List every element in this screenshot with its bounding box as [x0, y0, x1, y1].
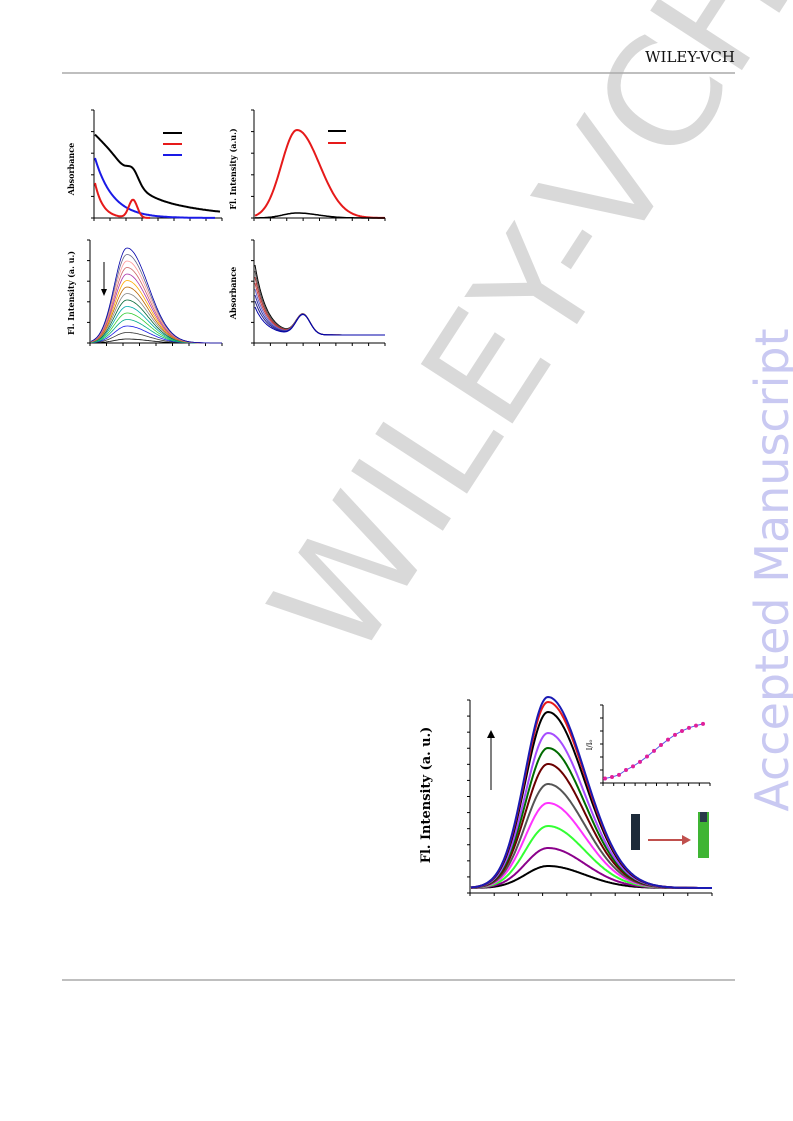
inset-point	[673, 732, 677, 737]
inset-point	[645, 754, 649, 759]
y-label: Fl. Intensity (a. u.)	[66, 251, 76, 335]
figure-1: Absorbance Fl. Intensity (a.u.) Fl. Inte…	[66, 128, 238, 335]
curve	[90, 247, 222, 344]
inset-y-label: I/I₀	[586, 739, 594, 750]
inset-point	[603, 776, 607, 781]
inset-point	[694, 723, 698, 728]
inset-point	[610, 774, 614, 779]
arrow-head	[682, 835, 691, 845]
inset-point	[638, 759, 642, 764]
axes	[93, 110, 222, 219]
vial	[631, 814, 640, 850]
inset-point	[701, 721, 705, 726]
header-brand: WILEY-VCH	[645, 48, 735, 66]
y-label: Fl. Intensity (a.u.)	[228, 128, 238, 209]
inset-point	[659, 743, 663, 748]
arrow-head	[487, 730, 495, 738]
inset-point	[666, 737, 670, 742]
watermark-diagonal: WILEY-VCH	[238, 0, 793, 687]
curve	[94, 133, 221, 213]
curve	[94, 157, 215, 219]
vial-cap	[700, 812, 707, 822]
curve	[255, 212, 385, 219]
inset-point	[631, 764, 635, 769]
inset-point	[687, 725, 691, 730]
axes	[602, 705, 710, 784]
y-label: Absorbance	[228, 267, 238, 320]
inset-point	[617, 772, 621, 777]
y-label: Fl. Intensity (a. u.)	[419, 727, 434, 864]
y-label: Absorbance	[66, 143, 76, 196]
axes	[89, 240, 222, 344]
inset-point	[652, 748, 656, 753]
curve	[94, 182, 151, 219]
curve	[470, 695, 712, 889]
curve	[254, 306, 385, 336]
arrow-head	[101, 289, 107, 296]
inset-point	[680, 728, 684, 733]
curve	[254, 128, 386, 219]
watermark-side: Accepted Manuscript	[745, 328, 793, 811]
vial	[698, 812, 709, 858]
figure-2: Fl. Intensity (a. u.) I/I₀	[419, 727, 709, 864]
inset-point	[624, 768, 628, 773]
